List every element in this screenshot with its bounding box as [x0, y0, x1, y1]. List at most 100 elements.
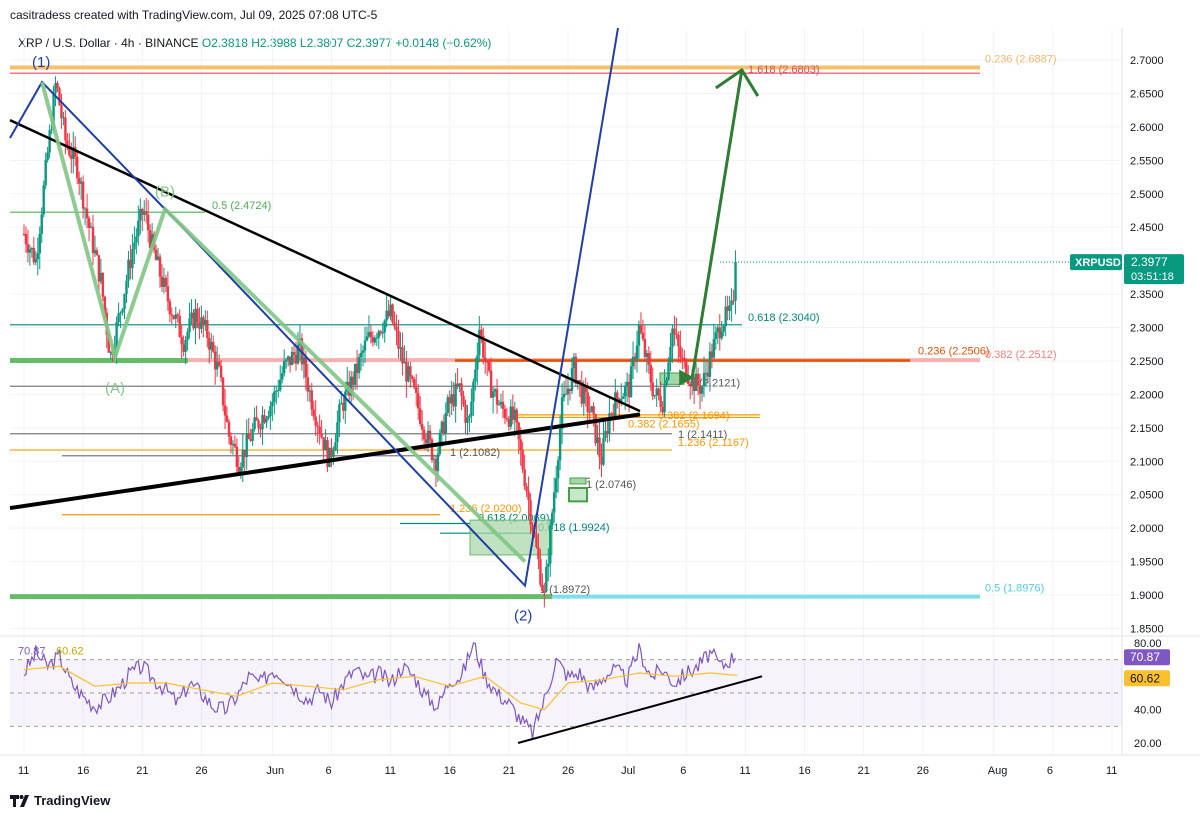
last-price-badge [1124, 254, 1184, 285]
candle-body [180, 336, 183, 345]
candle-body [442, 421, 446, 434]
candle-body [491, 391, 495, 398]
candle-body [231, 443, 235, 445]
candle-body [454, 383, 457, 407]
candle-body [515, 409, 518, 423]
candle-body [221, 377, 225, 406]
candle-body [460, 383, 463, 396]
candle-body [728, 305, 731, 311]
candle-body [558, 428, 562, 461]
time-axis-tick: 6 [680, 765, 686, 777]
candle-body [93, 250, 97, 254]
time-axis-tick: 26 [195, 765, 207, 777]
candle-body [667, 362, 670, 380]
candle-body [489, 370, 493, 398]
price-axis-tick: 2.0500 [1130, 490, 1164, 502]
candle-body [592, 406, 595, 414]
candle-body [89, 226, 93, 228]
candle-body [428, 430, 432, 440]
time-axis-tick: Aug [988, 765, 1008, 777]
candle-body [444, 413, 447, 434]
candle-body [225, 415, 229, 422]
candle-body [714, 332, 718, 340]
price-axis-tick: 2.2000 [1130, 389, 1164, 401]
fib-level-label: 0.382 (2.2512) [985, 349, 1057, 361]
candle-body [290, 352, 294, 365]
candle-body [418, 408, 422, 424]
candle-body [119, 312, 122, 314]
candle-body [74, 147, 77, 157]
candle-body [141, 208, 144, 215]
candle-body [608, 413, 611, 434]
price-axis-tick: 2.7000 [1130, 55, 1164, 67]
candle-body [712, 339, 716, 358]
wave-label-1: (1) [32, 54, 50, 71]
candle-body [623, 386, 627, 397]
time-axis-tick: 6 [325, 765, 331, 777]
candle-body [314, 416, 317, 426]
candle-body [145, 211, 148, 215]
fib-level-label: 0.236 (2.2506) [918, 346, 990, 358]
candle-body [26, 244, 30, 253]
candle-body [202, 317, 205, 326]
candle-body [616, 392, 619, 399]
candle-body [263, 415, 266, 423]
time-axis-tick: Jun [266, 765, 284, 777]
candle-body [304, 357, 308, 378]
price-axis-tick: 2.3000 [1130, 323, 1164, 335]
candle-body [564, 393, 568, 395]
rsi-axis-tick: 20.00 [1134, 738, 1162, 750]
candle-body [292, 352, 296, 355]
candle-body [391, 304, 394, 323]
candle-body [673, 328, 676, 334]
candle-body [253, 417, 256, 430]
candle-body [227, 421, 231, 437]
rsi-line [23, 642, 737, 740]
candle-body [629, 366, 633, 398]
candle-body [265, 418, 268, 423]
candle-body [251, 429, 254, 441]
candle-body [129, 259, 132, 269]
candle-body [596, 437, 599, 444]
time-axis-tick: 11 [385, 765, 396, 777]
trendline-resistance [9, 119, 641, 413]
candle-body [107, 334, 110, 353]
candle-body [60, 105, 63, 119]
candle-body [243, 449, 246, 458]
candle-body [178, 315, 181, 337]
candle-body [730, 300, 733, 306]
candle-body [679, 346, 682, 358]
candle-body [513, 409, 516, 420]
candle-body [361, 350, 365, 353]
candle-body [320, 433, 323, 438]
candle-body [121, 309, 124, 313]
candle-body [353, 363, 357, 385]
candle-body [288, 356, 292, 365]
candle-body [468, 415, 471, 418]
candle-body [229, 436, 233, 445]
candle-body [470, 401, 473, 416]
candle-body [497, 404, 501, 406]
fib-level-label: 1 (2.2121) [690, 377, 740, 389]
candle-body [81, 181, 85, 209]
tradingview-footer[interactable]: TradingView [10, 793, 110, 808]
candle-body [399, 347, 402, 349]
candle-body [42, 185, 45, 215]
projection-arrow [690, 69, 744, 378]
candle-body [702, 372, 706, 387]
candle-body [452, 394, 455, 407]
candle-body [541, 584, 544, 592]
candle-body [70, 155, 73, 160]
candle-body [724, 306, 727, 326]
candle-body [355, 363, 359, 374]
candle-body [282, 361, 286, 374]
rsi-ma-badge-value: 60.62 [1130, 671, 1160, 685]
candle-body [407, 366, 410, 382]
projection-arrowhead [714, 67, 760, 97]
candle-body [79, 181, 83, 184]
candle-body [213, 351, 217, 370]
candle-body [537, 547, 540, 560]
candle-body [22, 233, 26, 235]
candle-body [507, 419, 511, 427]
